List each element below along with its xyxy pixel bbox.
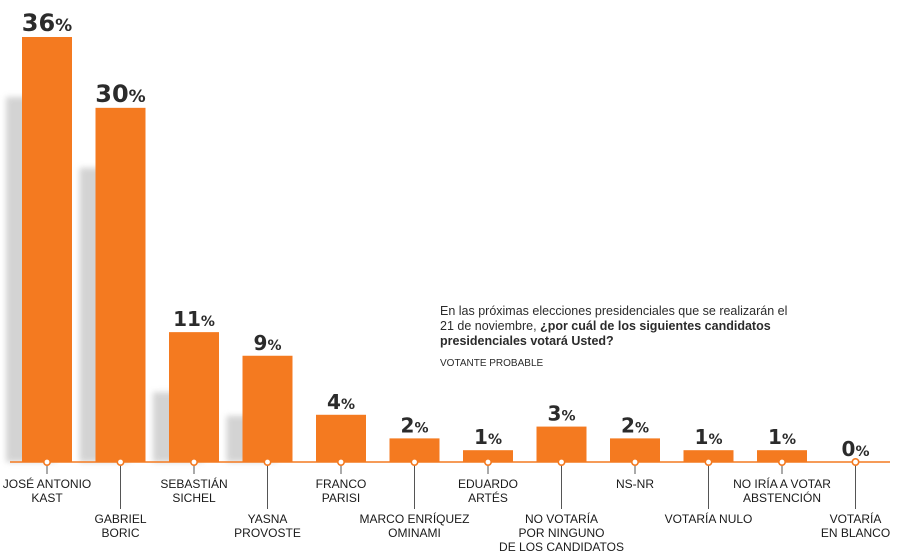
bar-ns-nr (610, 438, 660, 462)
category-label-franco-parisi: FRANCO PARISI (316, 477, 367, 505)
tick-dot-no-iria-a-votar-abstencion (777, 457, 786, 466)
bar-no-iria-a-votar-abstencion (757, 450, 807, 462)
tick-dot-ns-nr (630, 457, 639, 466)
category-label-votaria-nulo: VOTARÍA NULO (665, 511, 753, 526)
value-label-franco-parisi: 4% (327, 390, 355, 414)
value-label-jose-antonio-kast: 36% (22, 9, 72, 37)
category-label-ns-nr: NS-NR (616, 477, 654, 491)
category-label-votaria-en-blanco: VOTARÍA EN BLANCO (821, 511, 890, 540)
value-label-marco-enriquez-ominami: 2% (401, 413, 429, 437)
tick-dot-jose-antonio-kast (42, 457, 51, 466)
category-label-no-votaria-por-ninguno-de-los-candidatos: NO VOTARÍA POR NINGUNO DE LOS CANDIDATOS (499, 511, 624, 554)
category-label-marco-enriquez-ominami: MARCO ENRÍQUEZ OMINAMI (359, 511, 469, 540)
tick-dot-yasna-provoste (263, 457, 272, 466)
survey-question: En las próximas elecciones presidenciale… (440, 304, 790, 349)
value-labels: 36% 30% 11% 9% 4% 2% 1% 3% 2% 1% 1% 0% (22, 9, 870, 461)
category-label-no-iria-a-votar-abstencion: NO IRÍA A VOTAR ABSTENCIÓN (733, 476, 831, 505)
bar-sebastian-sichel (169, 332, 219, 462)
bar-gabriel-boric (95, 107, 146, 462)
bar-marco-enriquez-ominami (389, 438, 440, 462)
category-label-yasna-provoste: YASNA PROVOSTE (234, 512, 301, 540)
tick-dot-franco-parisi (336, 457, 345, 466)
question-intro: En las próximas elecciones presidenciale… (440, 304, 788, 333)
bar-no-votaria-por-ninguno-de-los-candidatos (536, 426, 587, 462)
value-label-yasna-provoste: 9% (254, 331, 282, 355)
value-label-gabriel-boric: 30% (95, 80, 145, 108)
tick-dot-no-votaria-por-ninguno-de-los-candidatos (557, 457, 566, 466)
bar-jose-antonio-kast (22, 37, 72, 462)
category-label-sebastian-sichel: SEBASTIÁN SICHEL (160, 476, 227, 505)
tick-dot-votaria-en-blanco (851, 457, 860, 466)
bars (22, 37, 807, 462)
category-label-eduardo-artes: EDUARDO ARTÉS (458, 477, 518, 505)
value-label-votaria-en-blanco: 0% (842, 437, 870, 461)
tick-dot-sebastian-sichel (190, 457, 199, 466)
bar-eduardo-artes (463, 450, 513, 462)
category-label-gabriel-boric: GABRIEL BORIC (94, 512, 146, 540)
value-label-ns-nr: 2% (621, 413, 649, 437)
tick-dot-eduardo-artes (483, 457, 492, 466)
tick-dot-gabriel-boric (116, 457, 125, 466)
respondent-note: VOTANTE PROBABLE (440, 358, 544, 369)
value-label-no-votaria-por-ninguno-de-los-candidatos: 3% (548, 402, 576, 426)
tick-dot-marco-enriquez-ominami (410, 457, 419, 466)
bar-yasna-provoste (242, 355, 293, 462)
value-label-eduardo-artes: 1% (474, 425, 502, 449)
value-label-no-iria-a-votar-abstencion: 1% (768, 425, 796, 449)
category-label-jose-antonio-kast: JOSÉ ANTONIO KAST (3, 476, 91, 505)
value-label-votaria-nulo: 1% (695, 425, 723, 449)
tick-dot-votaria-nulo (704, 457, 713, 466)
bar-votaria-nulo (683, 450, 734, 462)
question-highlight: ¿por cuál de los siguientes candidatos p… (440, 319, 771, 348)
bar-franco-parisi (316, 414, 366, 462)
value-label-sebastian-sichel: 11% (173, 307, 215, 331)
